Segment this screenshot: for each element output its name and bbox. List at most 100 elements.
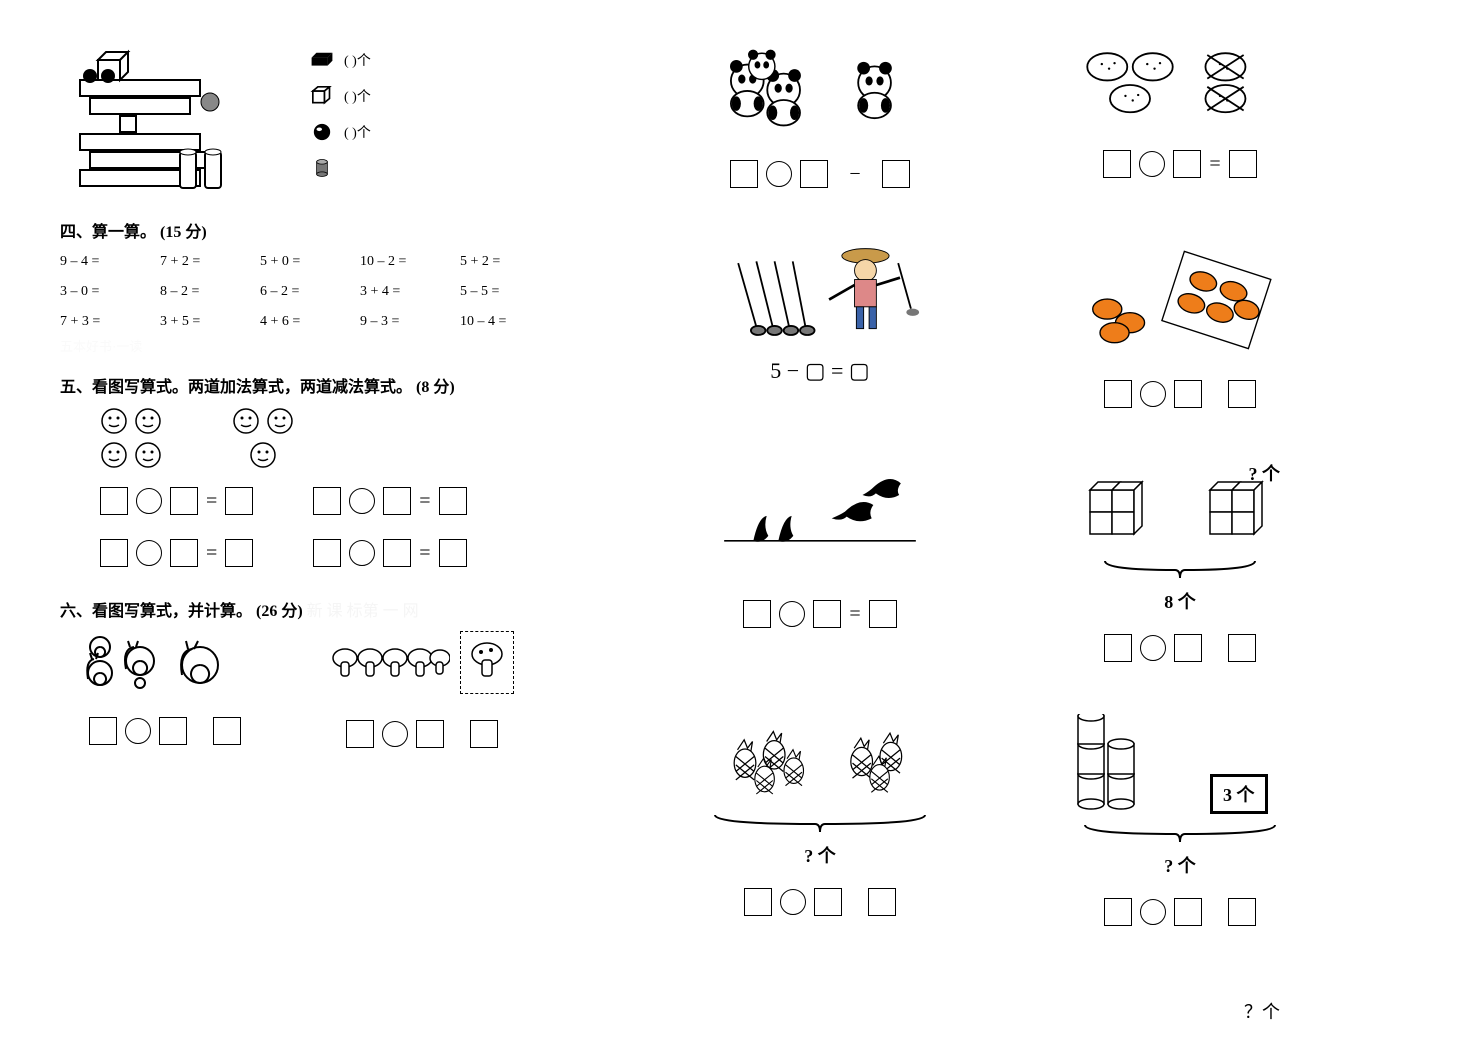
- equals-sign: =: [419, 490, 430, 513]
- shape-count-block: ( )个 ( )个 (: [60, 40, 560, 200]
- minus-label: −: [849, 163, 860, 186]
- cell-swallows: =: [660, 460, 980, 674]
- equation-row: [89, 717, 241, 745]
- count-text: ( )个: [344, 50, 371, 70]
- brace-icon: [710, 812, 930, 834]
- smiley-icon: [249, 441, 277, 469]
- pandas-drawing: [720, 40, 920, 140]
- equation-row: −: [730, 160, 909, 188]
- section6-title-text: 六、看图写算式，并计算。 (26 分): [60, 603, 303, 620]
- count-text: ( )个: [344, 86, 371, 106]
- math-cell: 7 + 3 =: [60, 314, 160, 330]
- cell-dotted-fruit: =: [1020, 40, 1340, 200]
- brace-label: ? 个: [1164, 852, 1196, 878]
- blocks-drawing: [60, 40, 260, 200]
- equation-row: [346, 720, 498, 748]
- smiley-icon: [134, 407, 162, 435]
- cell-cylinders: 3 个 ? 个: [1020, 714, 1340, 938]
- watermark-text: 新 课 标第 一 网: [307, 603, 419, 620]
- math-cell: 5 – 5 =: [460, 284, 560, 300]
- equals-sign: =: [1209, 153, 1220, 176]
- math-cell: 10 – 2 =: [360, 254, 460, 270]
- cell-pineapples: ? 个: [660, 714, 980, 938]
- math-cell: 9 – 4 =: [60, 254, 160, 270]
- equation-row: [1104, 898, 1256, 926]
- math-cell: 9 – 3 =: [360, 314, 460, 330]
- equation-row: =: [100, 539, 253, 567]
- mushrooms-block: [330, 631, 514, 760]
- orange-fruit-drawing: [1080, 240, 1280, 360]
- cell-orange-fruit: [1020, 240, 1340, 420]
- equation-row: [1104, 634, 1256, 662]
- count-line-cylinder: [310, 158, 371, 178]
- equation-row: [744, 888, 896, 916]
- snails-block: [80, 631, 250, 760]
- equation-row: =: [1103, 150, 1256, 178]
- section6-title: 六、看图写算式，并计算。 (26 分) 新 课 标第 一 网: [60, 597, 560, 621]
- sphere-icon: [310, 122, 334, 142]
- equals-sign: =: [206, 542, 217, 565]
- mushroom-icon: [467, 638, 507, 682]
- brace-icon: [1100, 558, 1260, 580]
- worksheet-page: ( )个 ( )个 (: [60, 40, 1406, 1024]
- count-text: ( )个: [344, 122, 371, 142]
- count-line-cube: ( )个: [310, 86, 371, 106]
- smile-set-right: [232, 407, 294, 469]
- smiley-icon: [100, 441, 128, 469]
- equation-row: =: [313, 487, 466, 515]
- brace-label: 8 个: [1164, 588, 1196, 614]
- equals-sign: =: [849, 603, 860, 626]
- right-column: − =: [660, 40, 1340, 1024]
- equation-row: =: [743, 600, 896, 628]
- math-cell: 4 + 6 =: [260, 314, 360, 330]
- cylinders-drawing: [1070, 714, 1150, 814]
- math-cell: 3 – 0 =: [60, 284, 160, 300]
- math-cell: 6 – 2 =: [260, 284, 360, 300]
- equation-row: [1104, 380, 1256, 408]
- section5-title: 五、看图写算式。两道加法算式，两道减法算式。 (8 分): [60, 373, 560, 397]
- smile-set-left: [100, 407, 162, 469]
- loose-question-label: ？个: [1020, 998, 1340, 1024]
- cuboid-icon: [310, 50, 334, 70]
- equation-row: =: [313, 539, 466, 567]
- math-cell: 7 + 2 =: [160, 254, 260, 270]
- pineapples-drawing: [720, 714, 920, 804]
- brace-label: ? 个: [804, 842, 836, 868]
- equation-pairs: = = = =: [100, 475, 560, 579]
- cell-cubes-8: ? 个 8 个: [1020, 460, 1340, 674]
- arithmetic-grid: 9 – 4 = 7 + 2 = 5 + 0 = 10 – 2 = 5 + 2 =…: [60, 254, 560, 330]
- cylinder-icon: [310, 158, 334, 178]
- math-cell: 3 + 5 =: [160, 314, 260, 330]
- watermark-text: 五本好书·一读: [60, 336, 560, 355]
- cell-pandas: −: [660, 40, 980, 200]
- count-line-cuboid: ( )个: [310, 50, 371, 70]
- math-cell: 5 + 0 =: [260, 254, 360, 270]
- math-cell: 5 + 2 =: [460, 254, 560, 270]
- left-column: ( )个 ( )个 (: [60, 40, 560, 1024]
- math-cell: 8 – 2 =: [160, 284, 260, 300]
- question-label: ? 个: [1249, 460, 1281, 486]
- equals-sign: =: [419, 542, 430, 565]
- farmer-drawing: [720, 240, 920, 350]
- smiley-sets: [100, 407, 560, 469]
- math-cell: 3 + 4 =: [360, 284, 460, 300]
- smiley-icon: [134, 441, 162, 469]
- dashed-box: [460, 631, 514, 694]
- cell-farmer: 5 − ▢ = ▢: [660, 240, 980, 420]
- shape-count-lines: ( )个 ( )个 (: [310, 40, 371, 178]
- equation-text: 5 − ▢ = ▢: [770, 358, 869, 384]
- count-box-label: 3 个: [1210, 774, 1268, 814]
- math-cell: 10 – 4 =: [460, 314, 560, 330]
- smiley-icon: [232, 407, 260, 435]
- equals-sign: =: [206, 490, 217, 513]
- dotted-fruit-drawing: [1080, 40, 1280, 130]
- swallows-drawing: [720, 460, 920, 580]
- equation-row: =: [100, 487, 253, 515]
- brace-icon: [1080, 822, 1280, 844]
- section6-pictures: [80, 631, 560, 760]
- mushrooms-drawing: [330, 638, 450, 688]
- count-line-sphere: ( )个: [310, 122, 371, 142]
- snails-drawing: [80, 631, 250, 691]
- smiley-icon: [266, 407, 294, 435]
- section4-title: 四、算一算。 (15 分): [60, 218, 560, 242]
